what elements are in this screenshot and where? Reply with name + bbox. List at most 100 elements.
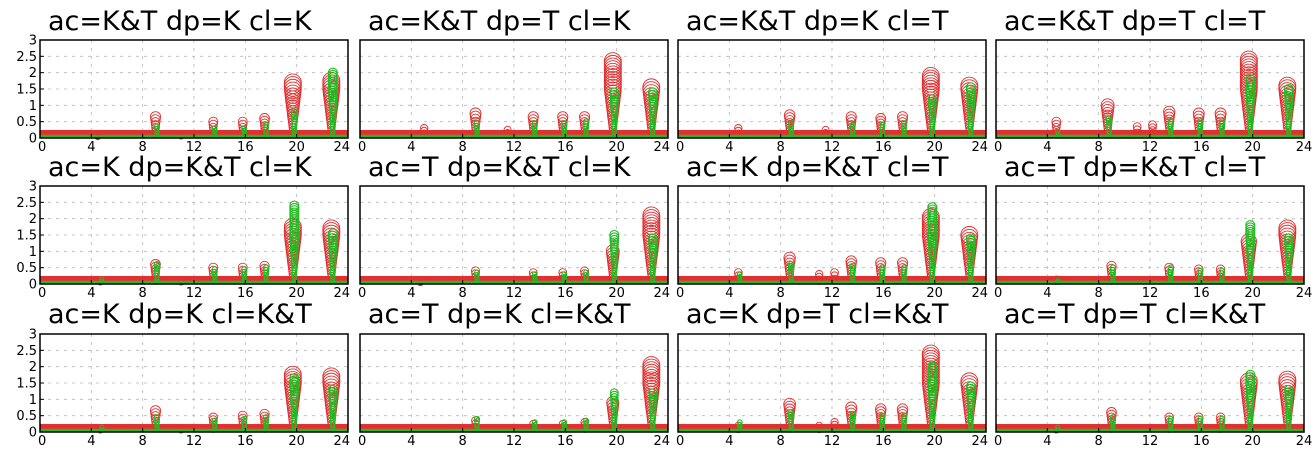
data-point-green: [610, 395, 619, 404]
data-point-red: [896, 403, 909, 415]
data-point-green: [289, 200, 300, 211]
data-point-red: [259, 408, 270, 420]
data-point-green: [211, 417, 218, 424]
data-point-green: [929, 417, 936, 424]
data-point-green: [610, 261, 618, 269]
data-point-red: [642, 206, 661, 225]
data-point-red: [897, 111, 909, 123]
data-point-red: [875, 403, 887, 415]
series-red-baseline: [360, 275, 668, 281]
x-tick-label: 0: [994, 140, 1002, 155]
x-tick-label: 16: [1193, 434, 1210, 449]
data-point-green: [967, 264, 975, 272]
panel-12: ac=T dp=T cl=K&T 0 4 8 12 16 20 24: [994, 299, 1312, 449]
data-point-green: [787, 120, 795, 127]
x-tick-label: 4: [87, 140, 95, 155]
data-point-green: [1219, 415, 1226, 423]
data-point-green: [1055, 128, 1061, 135]
data-point-green: [1197, 120, 1204, 128]
y-tick-label: 1: [29, 99, 37, 114]
y-tick-label: 3: [29, 180, 37, 195]
data-point-red: [503, 125, 512, 134]
data-point-green: [1055, 278, 1061, 284]
x-tick-label: 24: [1296, 434, 1313, 449]
x-tick-label: 8: [777, 434, 785, 449]
y-tick-label: 0.5: [16, 115, 37, 130]
data-point-green: [967, 410, 975, 418]
panel-title: ac=T dp=K cl=K&T: [368, 299, 631, 330]
data-point-green: [1167, 264, 1175, 271]
data-point-green: [289, 202, 300, 213]
data-point-green: [1247, 269, 1254, 276]
data-point-green: [1285, 262, 1293, 270]
data-point-green: [737, 273, 743, 280]
panel-title: ac=T dp=K&T cl=K: [368, 152, 632, 183]
data-point-green: [1283, 83, 1294, 95]
x-tick-label: 24: [1296, 140, 1313, 155]
data-point-green: [291, 267, 298, 274]
x-tick-label: 8: [139, 286, 147, 301]
x-tick-label: 4: [725, 140, 733, 155]
data-point-green: [262, 264, 270, 271]
data-point-red: [845, 111, 857, 123]
data-point-green: [474, 269, 480, 276]
data-point-green: [1246, 410, 1254, 418]
data-point-green: [929, 413, 936, 420]
x-tick-label: 24: [653, 434, 670, 449]
data-point-green: [788, 267, 795, 275]
data-point-green: [211, 125, 218, 132]
data-point-green: [929, 121, 936, 128]
data-point-green: [648, 388, 658, 398]
data-point-green: [583, 417, 590, 424]
panel-title: ac=K&T dp=K cl=T: [686, 6, 949, 37]
data-point-green: [610, 116, 618, 124]
data-point-green: [967, 116, 975, 123]
data-point-green: [1197, 418, 1204, 425]
x-tick-label: 20: [608, 434, 625, 449]
data-point-green: [967, 407, 975, 415]
data-point-green: [291, 415, 298, 422]
y-tick-label: 0: [29, 278, 37, 293]
data-point-green: [561, 421, 568, 428]
x-tick-label: 4: [407, 434, 415, 449]
data-point-green: [1109, 416, 1117, 423]
data-point-green: [154, 123, 160, 130]
data-point-green: [1247, 412, 1254, 420]
data-point-green: [1219, 267, 1226, 275]
x-tick-label: 20: [926, 140, 943, 155]
x-tick-label: 20: [288, 286, 305, 301]
data-point-green: [531, 120, 538, 127]
panel-title: ac=T dp=K&T cl=T: [1004, 152, 1266, 183]
data-point-green: [1197, 267, 1204, 275]
data-point-green: [649, 116, 657, 124]
x-tick-label: 8: [459, 140, 467, 155]
data-point-green: [262, 414, 270, 421]
panel-title: ac=K dp=T cl=K&T: [686, 299, 949, 330]
data-point-green: [290, 247, 299, 256]
data-point-green: [849, 267, 856, 274]
data-point-green: [290, 410, 298, 418]
data-point-green: [787, 260, 795, 268]
x-tick-label: 20: [926, 434, 943, 449]
data-point-green: [1246, 260, 1254, 268]
data-point-green: [649, 259, 657, 267]
y-tick-label: 0: [29, 132, 37, 147]
panel-10: ac=T dp=K cl=K&T 0 4 8 12 16 20 24: [358, 299, 670, 449]
data-point-green: [610, 410, 618, 417]
data-point-green: [561, 120, 568, 127]
data-point-red: [815, 272, 824, 281]
x-tick-label: 16: [237, 286, 254, 301]
data-point-green: [967, 262, 975, 270]
data-point-green: [1055, 131, 1061, 137]
data-point-green: [1284, 384, 1294, 395]
data-point-green: [211, 268, 218, 275]
x-tick-label: 12: [186, 286, 203, 301]
data-point-green: [1285, 267, 1292, 274]
data-point-green: [99, 276, 105, 282]
data-point-red: [830, 271, 839, 280]
data-point-green: [583, 271, 589, 278]
data-point-green: [647, 87, 658, 98]
data-point-green: [649, 262, 657, 270]
data-point-red: [734, 126, 743, 135]
data-point-green: [788, 415, 795, 423]
